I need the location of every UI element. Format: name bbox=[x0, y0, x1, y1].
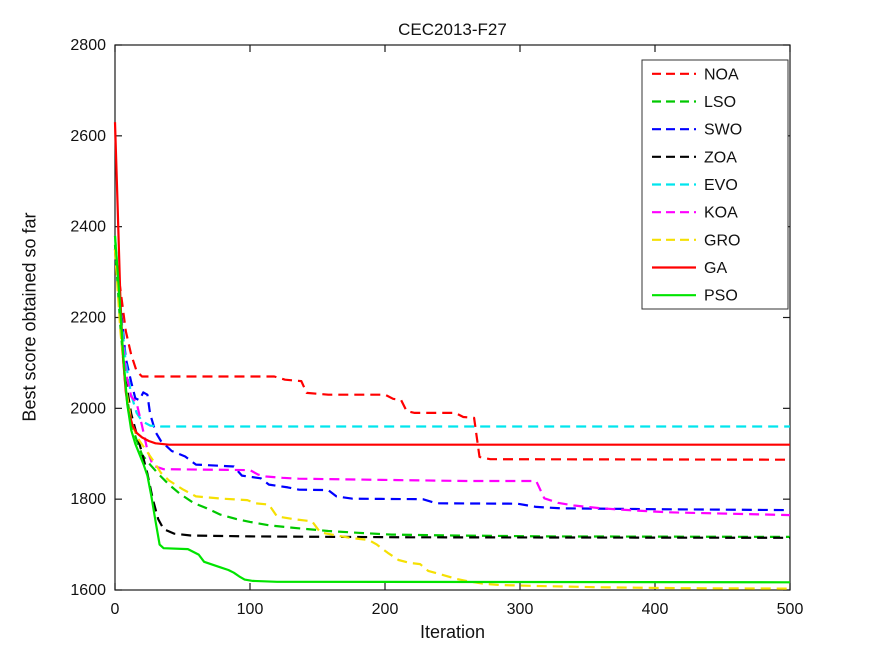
y-tick-label: 2000 bbox=[70, 400, 106, 417]
legend-label-pso: PSO bbox=[704, 288, 738, 305]
y-tick-label: 2600 bbox=[70, 128, 106, 145]
legend-label-gro: GRO bbox=[704, 232, 740, 249]
y-tick-label: 1600 bbox=[70, 582, 106, 599]
series-line-zoa bbox=[113, 249, 791, 539]
legend-label-koa: KOA bbox=[704, 205, 738, 222]
series-line-evo bbox=[113, 235, 790, 428]
legend-label-ga: GA bbox=[704, 260, 727, 277]
x-tick-label: 0 bbox=[111, 601, 120, 618]
x-tick-label: 300 bbox=[507, 601, 534, 618]
plot-box bbox=[114, 44, 791, 591]
legend-label-lso: LSO bbox=[704, 94, 736, 111]
y-tick-label: 2400 bbox=[70, 219, 106, 236]
legend-label-swo: SWO bbox=[704, 122, 742, 139]
series-line-lso bbox=[113, 244, 791, 539]
chart-title: CEC2013-F27 bbox=[398, 20, 507, 39]
x-tick-label: 200 bbox=[372, 601, 399, 618]
x-tick-label: 100 bbox=[237, 601, 264, 618]
legend-label-noa: NOA bbox=[704, 66, 739, 83]
x-axis-label: Iteration bbox=[419, 622, 486, 642]
x-tick-label: 500 bbox=[777, 601, 804, 618]
series-line-gro bbox=[113, 249, 791, 590]
x-tick-label: 400 bbox=[642, 601, 669, 618]
legend-label-evo: EVO bbox=[704, 177, 738, 194]
legend-label-zoa: ZOA bbox=[704, 149, 737, 166]
series-line-pso bbox=[113, 235, 791, 584]
y-tick-label: 1800 bbox=[70, 491, 106, 508]
series-line-koa bbox=[113, 249, 791, 517]
y-tick-label: 2800 bbox=[70, 37, 106, 54]
y-tick-label: 2200 bbox=[70, 310, 106, 327]
series-line-noa bbox=[113, 249, 791, 461]
